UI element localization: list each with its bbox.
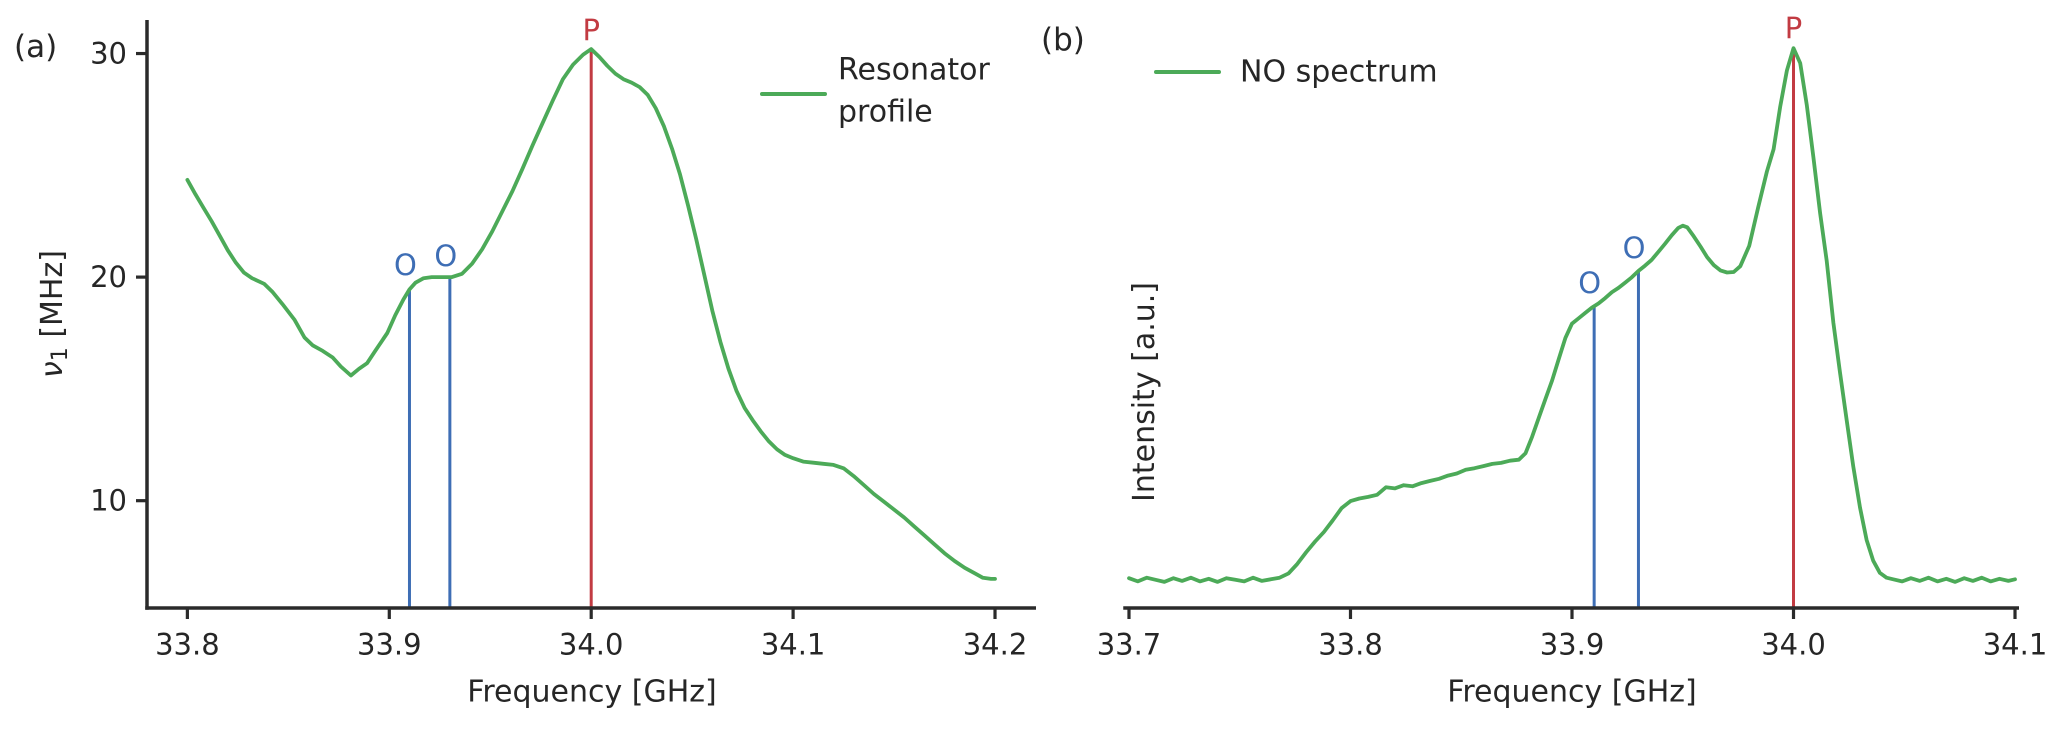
annotation-o: O bbox=[1623, 231, 1646, 265]
annotation-o: O bbox=[1578, 266, 1601, 300]
annotation-o: O bbox=[434, 239, 457, 273]
annotation-p: P bbox=[582, 13, 600, 47]
annotation-p: P bbox=[1785, 11, 1803, 45]
curve-resonator-profile bbox=[185, 47, 997, 581]
y-tick-label: 20 bbox=[90, 260, 127, 294]
x-tick-label: 33.9 bbox=[1540, 628, 1605, 662]
x-tick-label: 34.1 bbox=[1983, 628, 2048, 662]
x-tick-label: 34.0 bbox=[559, 628, 624, 662]
legend-label: Resonator bbox=[838, 53, 990, 88]
x-axis-label: Frequency [GHz] bbox=[467, 675, 716, 710]
legend-label: NO spectrum bbox=[1240, 55, 1438, 90]
panel-label-a: (a) bbox=[14, 29, 57, 65]
y-tick-label: 30 bbox=[90, 37, 127, 71]
annotation-o: O bbox=[394, 248, 417, 282]
y-axis-label: Intensity [a.u.] bbox=[1127, 282, 1162, 502]
x-tick-label: 33.8 bbox=[155, 628, 220, 662]
legend-label: profile bbox=[838, 95, 933, 130]
x-tick-label: 33.8 bbox=[1318, 628, 1383, 662]
x-tick-label: 33.7 bbox=[1097, 628, 1162, 662]
y-axis-label: ν1 [MHz] bbox=[35, 250, 73, 378]
x-tick-label: 34.0 bbox=[1761, 628, 1826, 662]
panel-label-b: (b) bbox=[1041, 22, 1085, 58]
y-tick-label: 10 bbox=[90, 484, 127, 518]
curve-no-spectrum bbox=[1127, 46, 2017, 584]
panel-b: 33.7 33.8 33.9 34.0 34.1 Frequency [GHz] Inten… bbox=[1041, 11, 2047, 710]
x-tick-label: 34.1 bbox=[761, 628, 826, 662]
x-tick-label: 34.2 bbox=[963, 628, 1028, 662]
x-tick-label: 33.9 bbox=[357, 628, 422, 662]
x-axis-label: Frequency [GHz] bbox=[1447, 675, 1696, 710]
panel-a: 33.8 33.9 34.0 34.1 34.2 10 20 30 Frequency [GHz… bbox=[14, 13, 1036, 710]
